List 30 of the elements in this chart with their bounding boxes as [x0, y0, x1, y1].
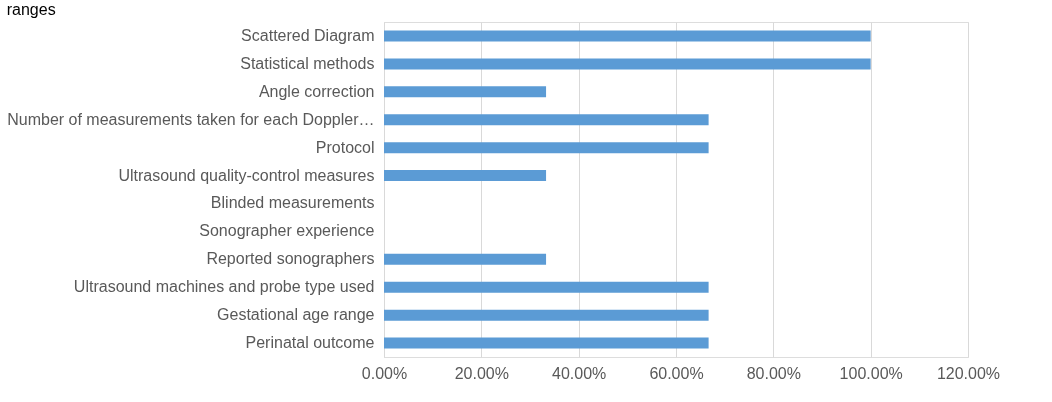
x-tick-label: 0.00% [361, 364, 408, 382]
bar [384, 309, 709, 321]
x-tick-label: 60.00% [649, 364, 704, 382]
bar [384, 253, 547, 265]
x-tick-label: 40.00% [552, 364, 607, 382]
y-tick-label: Reported sonographers [206, 250, 375, 268]
y-tick-label: Sonographer experience [199, 222, 375, 240]
x-tick-label: 20.00% [454, 364, 509, 382]
y-tick-label: Ultrasound machines and probe type used [73, 278, 375, 296]
y-tick-label: Scattered Diagram [241, 26, 375, 44]
y-tick-label: Number of measurements taken for each Doppler… [7, 110, 375, 128]
bar [384, 58, 871, 70]
y-tick-label: Perinatal outcome [245, 334, 375, 352]
bar [384, 142, 709, 154]
y-tick-label: Blinded measurements [210, 194, 375, 212]
y-tick-label: Ultrasound quality-control measures [118, 166, 375, 184]
x-tick-label: 100.00% [839, 364, 903, 382]
y-tick-label: Statistical methods [240, 54, 375, 72]
bar [384, 170, 547, 182]
text: ranges [6, 1, 56, 18]
bar [384, 30, 871, 42]
x-tick-label: 120.00% [936, 364, 1001, 382]
x-tick-label: 80.00% [746, 364, 801, 382]
bar [384, 281, 709, 293]
bar [384, 337, 709, 349]
y-tick-label: Angle correction [258, 82, 375, 100]
bar [384, 86, 547, 98]
bar [384, 114, 709, 126]
y-tick-label: Gestational age range [217, 306, 375, 324]
y-tick-label: Protocol [315, 138, 375, 156]
